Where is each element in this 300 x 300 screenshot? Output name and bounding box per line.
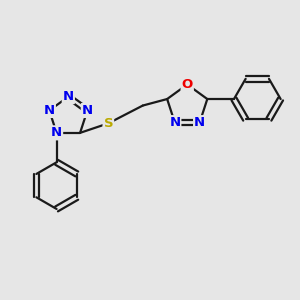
Text: S: S (103, 117, 113, 130)
Text: N: N (51, 126, 62, 139)
Text: N: N (44, 104, 55, 117)
Text: N: N (169, 116, 180, 129)
Text: N: N (82, 104, 93, 117)
Text: O: O (182, 78, 193, 91)
Text: N: N (194, 116, 205, 129)
Text: N: N (63, 90, 74, 103)
